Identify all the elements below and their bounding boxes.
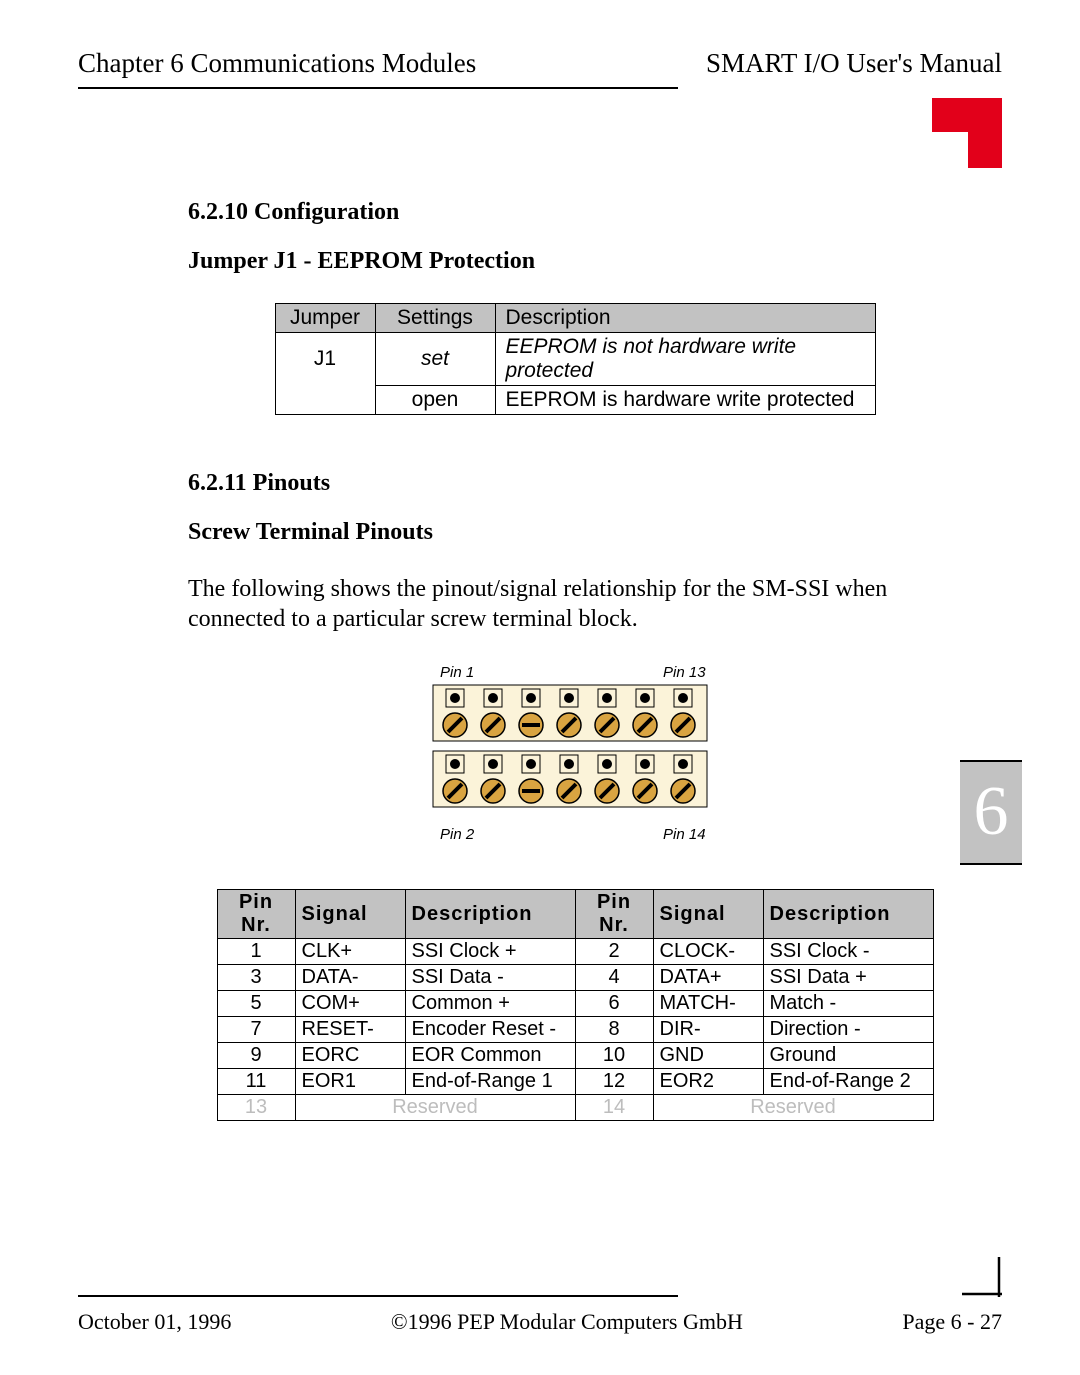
jumper-th-desc: Description [495,304,875,333]
pinout-desc: SSI Clock + [405,939,575,965]
footer-date: October 01, 1996 [78,1309,231,1335]
pinout-table: Pin Nr.SignalDescriptionPin Nr.SignalDes… [217,889,934,1121]
pinout-pin: 9 [217,1043,295,1069]
pinout-signal: EORC [295,1043,405,1069]
section-subheading-screw: Screw Terminal Pinouts [188,519,962,546]
corner-tab-icon [932,98,1002,168]
pinout-pin: 5 [217,991,295,1017]
section-heading-pinouts: 6.2.11 Pinouts [188,470,962,497]
pinout-signal: EOR1 [295,1069,405,1095]
pinout-desc: End-of-Range 2 [763,1069,933,1095]
jumper-th-settings: Settings [375,304,495,333]
pinout-pin: 6 [575,991,653,1017]
pinout-reserved: Reserved [653,1095,933,1121]
svg-text:Pin 2: Pin 2 [440,826,475,843]
pinout-pin: 14 [575,1095,653,1121]
pinout-desc: SSI Data - [405,965,575,991]
pinout-desc: Encoder Reset - [405,1017,575,1043]
jumper-setting: set [375,333,495,386]
pinout-pin: 1 [217,939,295,965]
footer-corner-icon [962,1257,1002,1297]
pinout-desc: Common + [405,991,575,1017]
pinout-signal: DATA+ [653,965,763,991]
pinout-desc: EOR Common [405,1043,575,1069]
pinout-th: Pin Nr. [217,890,295,939]
pinout-desc: Ground [763,1043,933,1069]
jumper-desc: EEPROM is hardware write protected [495,386,875,415]
pinout-pin: 13 [217,1095,295,1121]
pinout-desc: SSI Data + [763,965,933,991]
jumper-cell [275,386,375,415]
pinout-pin: 4 [575,965,653,991]
pinout-desc: SSI Clock - [763,939,933,965]
pinout-signal: RESET- [295,1017,405,1043]
pinout-pin: 2 [575,939,653,965]
pinout-desc: Direction - [763,1017,933,1043]
pinout-th: Signal [653,890,763,939]
pinout-pin: 7 [217,1017,295,1043]
pinout-th: Description [405,890,575,939]
pinout-desc: Match - [763,991,933,1017]
pinout-reserved: Reserved [295,1095,575,1121]
footer-rule [78,1295,678,1297]
section-heading-config: 6.2.10 Configuration [188,199,962,226]
pinout-signal: DIR- [653,1017,763,1043]
svg-text:Pin 14: Pin 14 [663,826,706,843]
pinout-th: Description [763,890,933,939]
jumper-cell: J1 [275,333,375,386]
pinout-signal: EOR2 [653,1069,763,1095]
header-rule [78,87,678,89]
jumper-desc: EEPROM is not hardware write protected [495,333,875,386]
pinout-paragraph: The following shows the pinout/signal re… [188,574,962,634]
pinout-signal: CLOCK- [653,939,763,965]
svg-text:Pin 1: Pin 1 [440,664,474,681]
section-subheading-jumper: Jumper J1 - EEPROM Protection [188,248,962,275]
pinout-signal: CLK+ [295,939,405,965]
footer-copyright: ©1996 PEP Modular Computers GmbH [391,1309,743,1335]
chapter-title: Chapter 6 Communications Modules [78,48,476,79]
pinout-desc: End-of-Range 1 [405,1069,575,1095]
pinout-th: Signal [295,890,405,939]
footer-page: Page 6 - 27 [902,1309,1002,1335]
manual-title: SMART I/O User's Manual [706,48,1002,79]
terminal-diagram: Pin 1 Pin 13 Pin 2 Pin 14 [188,659,962,864]
jumper-table: Jumper Settings Description J1 set EEPRO… [275,303,876,415]
pinout-pin: 12 [575,1069,653,1095]
jumper-setting: open [375,386,495,415]
svg-text:Pin 13: Pin 13 [663,664,706,681]
pinout-pin: 10 [575,1043,653,1069]
pinout-pin: 11 [217,1069,295,1095]
pinout-signal: MATCH- [653,991,763,1017]
pinout-signal: GND [653,1043,763,1069]
pinout-th: Pin Nr. [575,890,653,939]
pinout-pin: 3 [217,965,295,991]
chapter-side-tab: 6 [960,760,1022,865]
jumper-th-jumper: Jumper [275,304,375,333]
pinout-pin: 8 [575,1017,653,1043]
pinout-signal: COM+ [295,991,405,1017]
pinout-signal: DATA- [295,965,405,991]
